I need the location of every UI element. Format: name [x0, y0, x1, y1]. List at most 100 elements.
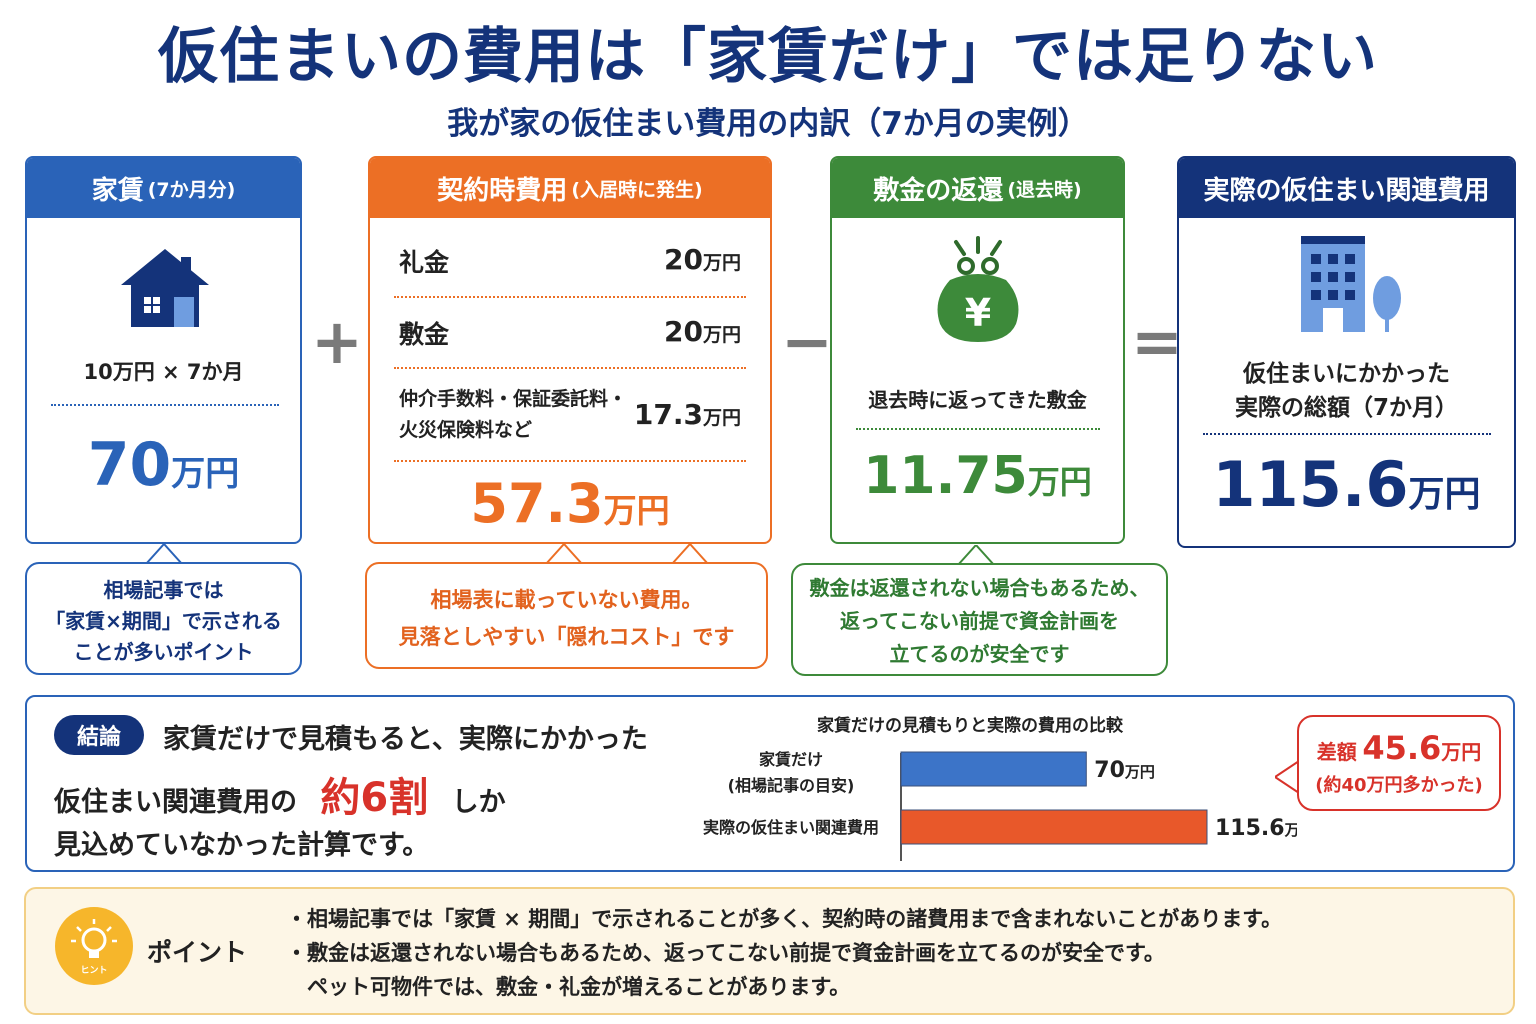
misc-unit: 万円: [702, 407, 741, 429]
building-icon: [1301, 236, 1401, 332]
chart-category-label: 家賃だけ: [759, 750, 823, 769]
misc-value: 17.3: [633, 398, 703, 431]
contract-card: 契約時費用 (入居時に発生) 礼金 20万円 敷金 20万円 仲介手数料・保証委…: [368, 156, 772, 544]
deposit-header-note: (退去時): [1007, 178, 1082, 201]
deposit-card-header: 敷金の返還 (退去時): [832, 158, 1123, 218]
actual-label-1: 仮住まいにかかった: [1243, 361, 1450, 387]
divider: [1203, 433, 1491, 435]
divider: [394, 296, 746, 298]
minus-operator: −: [781, 305, 833, 378]
note-line: 敷金は返還されない場合もあるため、: [809, 576, 1150, 600]
note-line: 相場記事では: [103, 578, 224, 602]
contract-header-note: (入居時に発生): [571, 178, 703, 201]
note-line: ことが多いポイント: [73, 640, 254, 664]
chart-category-label: 実際の仮住まい関連費用: [703, 818, 879, 837]
actual-total-unit: 万円: [1408, 474, 1481, 515]
rent-card-header: 家賃 (7か月分): [27, 158, 300, 218]
row-unit: 万円: [702, 324, 741, 346]
point-box: ヒント ポイント ・相場記事では「家賃 × 期間」で示されることが多く、契約時の…: [24, 887, 1515, 1015]
contract-header-label: 契約時費用: [437, 175, 568, 206]
page-subtitle: 我が家の仮住まい費用の内訳（7か月の実例）: [447, 106, 1089, 142]
contract-total: 57.3万円: [370, 472, 770, 535]
contract-card-header: 契約時費用 (入居時に発生): [370, 158, 770, 218]
conclusion-panel: 結論 家賃だけで見積もると、実際にかかった 仮住まい関連費用の 約6割 しか 見…: [25, 695, 1515, 872]
point-line: ・相場記事では「家賃 × 期間」で示されることが多く、契約時の諸費用まで含まれな…: [286, 907, 1283, 931]
conclusion-line-2: 仮住まい関連費用の 約6割 しか: [54, 765, 506, 823]
divider: [394, 367, 746, 369]
difference-unit: 万円: [1441, 740, 1482, 764]
rent-formula: 10万円 × 7か月: [83, 360, 244, 384]
difference-note: (約40万円多かった): [1315, 775, 1483, 796]
purse-yen-icon: ¥: [937, 236, 1019, 342]
house-icon: [121, 249, 209, 327]
page-title: 仮住まいの費用は「家賃だけ」では足りない: [158, 22, 1378, 92]
row-value: 20: [664, 315, 703, 348]
point-line: ペット可物件では、敷金・礼金が増えることがあります。: [286, 975, 851, 999]
equals-operator: =: [1131, 305, 1183, 378]
contract-row-shikikin: 敷金 20万円: [399, 315, 741, 355]
conclusion-badge: 結論: [54, 715, 144, 755]
rent-total-value: 70: [87, 430, 172, 500]
misc-label-2: 火災保険料など: [399, 419, 533, 441]
divider: [51, 404, 279, 406]
contract-total-value: 57.3: [470, 472, 604, 535]
deposit-note-bubble: 敷金は返還されない場合もあるため、 返ってこない前提で資金計画を 立てるのが安全…: [791, 563, 1168, 676]
chart-value-label: 115.6万円: [1215, 816, 1297, 841]
conclusion-line-2-pre: 仮住まい関連費用の: [54, 787, 297, 818]
deposit-label: 退去時に返ってきた敷金: [868, 388, 1087, 412]
rent-total: 70万円: [27, 430, 300, 500]
lightbulb-icon-text: ヒント: [80, 966, 108, 976]
note-line: 相場表に載っていない費用。: [430, 588, 703, 612]
difference-label: 差額: [1316, 740, 1357, 764]
rent-header-note: (7か月分): [147, 178, 236, 201]
actual-card-header: 実際の仮住まい関連費用: [1179, 158, 1514, 218]
contract-note-bubble: 相場表に載っていない費用。 見落としやすい「隠れコスト」です: [365, 562, 768, 669]
conclusion-line-1: 家賃だけで見積もると、実際にかかった: [163, 724, 648, 755]
contract-row-misc: 仲介手数料・保証委託料・ 火災保険料など 17.3万円: [399, 384, 741, 448]
actual-label-2: 実際の総額（7か月）: [1234, 395, 1458, 421]
row-value: 20: [664, 243, 703, 276]
svg-text:¥: ¥: [965, 291, 991, 335]
rent-note-bubble: 相場記事では 「家賃×期間」で示される ことが多いポイント: [25, 562, 302, 675]
lightbulb-icon: ヒント: [55, 907, 133, 985]
plus-operator: +: [311, 305, 363, 378]
actual-card: 実際の仮住まい関連費用 仮住まいにかかった 実際の総額（7か月） 115.6万円: [1177, 156, 1516, 548]
note-line: 立てるのが安全です: [889, 642, 1070, 666]
chart-category-label: (相場記事の目安): [728, 776, 855, 795]
note-line: 返ってこない前提で資金計画を: [840, 609, 1119, 633]
note-line: 「家賃×期間」で示される: [45, 609, 282, 633]
deposit-card: 敷金の返還 (退去時) ¥ 退去時に返ってきた敷金 11.75万円: [830, 156, 1125, 544]
contract-row-reikin: 礼金 20万円: [399, 243, 741, 283]
row-label: 敷金: [399, 320, 450, 349]
actual-total-value: 115.6: [1212, 448, 1409, 521]
row-label: 礼金: [399, 248, 450, 277]
divider: [394, 460, 746, 462]
rent-total-unit: 万円: [171, 454, 240, 494]
point-label: ポイント: [147, 938, 248, 967]
conclusion-line-3: 見込めていなかった計算です。: [54, 830, 430, 861]
note-line: 見落としやすい「隠れコスト」です: [398, 625, 735, 649]
actual-header-label: 実際の仮住まい関連費用: [1203, 175, 1490, 206]
actual-total: 115.6万円: [1179, 448, 1514, 521]
deposit-total-value: 11.75: [863, 446, 1028, 506]
conclusion-line-2-post: しか: [451, 787, 506, 818]
divider: [856, 428, 1100, 430]
chart-title: 家賃だけの見積もりと実際の費用の比較: [817, 716, 1123, 736]
row-unit: 万円: [702, 252, 741, 274]
chart-bar: [900, 751, 1087, 787]
conclusion-highlight: 約6割: [320, 775, 429, 821]
bubble-tail: [1275, 761, 1299, 793]
rent-card: 家賃 (7か月分) 10万円 × 7か月 70万円: [25, 156, 302, 544]
deposit-header-label: 敷金の返還: [873, 175, 1004, 206]
point-line: ・敷金は返還されない場合もあるため、返ってこない前提で資金計画を立てるのが安全で…: [286, 941, 1165, 965]
deposit-total: 11.75万円: [832, 446, 1123, 506]
difference-callout: 差額 45.6万円 (約40万円多かった): [1297, 715, 1501, 811]
misc-label-1: 仲介手数料・保証委託料・: [399, 388, 628, 410]
contract-total-unit: 万円: [603, 491, 670, 530]
chart-bar: [900, 809, 1208, 845]
difference-value: 45.6: [1362, 729, 1442, 767]
chart-value-label: 70万円: [1094, 758, 1155, 783]
rent-header-label: 家賃: [91, 175, 144, 206]
deposit-total-unit: 万円: [1027, 463, 1092, 501]
